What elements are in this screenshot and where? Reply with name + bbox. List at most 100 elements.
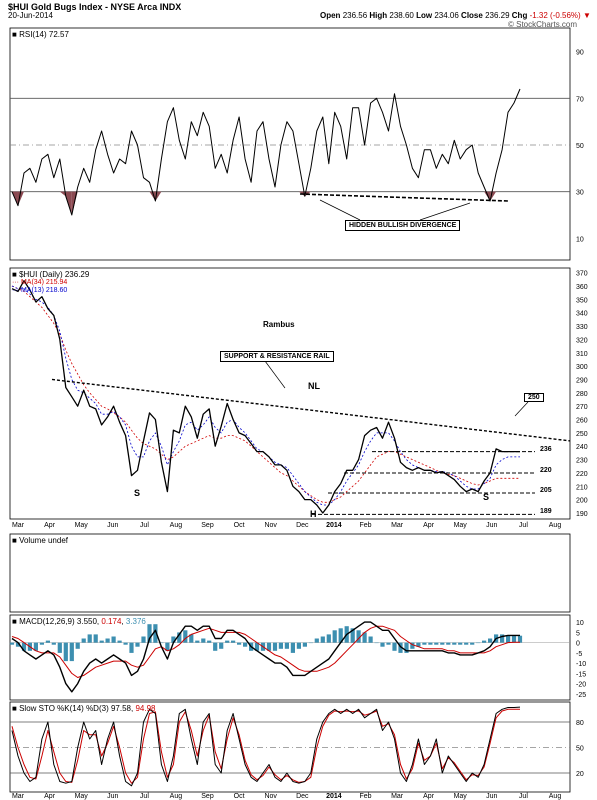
macd-histogram-bar bbox=[123, 642, 128, 645]
rsi-line bbox=[11, 88, 521, 216]
price-tick-label: 230 bbox=[576, 458, 588, 465]
chg-label: Chg bbox=[511, 11, 528, 20]
signal-label-value: 0.174 bbox=[101, 617, 122, 626]
macd-histogram-bar bbox=[446, 642, 451, 645]
volume-panel-frame bbox=[9, 533, 571, 613]
sto-d-line bbox=[11, 708, 520, 784]
macd-histogram-bar bbox=[422, 642, 427, 645]
month-label: Dec bbox=[296, 522, 309, 529]
divergence-label-box: HIDDEN BULLISH DIVERGENCE bbox=[345, 220, 461, 231]
price-tick-label: 190 bbox=[576, 511, 588, 518]
symbol-title: $HUI Gold Bugs Index - NYSE Arca INDX bbox=[8, 2, 182, 12]
low-value: 234.06 bbox=[434, 11, 459, 20]
ma34-line bbox=[11, 285, 520, 503]
macd-histogram-bar bbox=[135, 642, 140, 647]
ma13-label: ··· MA(13) 218.60 bbox=[12, 287, 67, 294]
bottom-month-label: Mar bbox=[12, 793, 25, 800]
macd-histogram-bar bbox=[266, 642, 272, 651]
bottom-month-label: Apr bbox=[44, 793, 56, 800]
month-label: Nov bbox=[264, 522, 277, 529]
macd-histogram-bar bbox=[416, 642, 421, 647]
macd-histogram-bar bbox=[39, 642, 44, 645]
macd-histogram-bar bbox=[320, 636, 325, 643]
macd-histogram-bar bbox=[129, 642, 134, 653]
level-label: 220 bbox=[540, 466, 552, 474]
callout-pointer bbox=[514, 401, 529, 417]
bottom-month-label: Aug bbox=[170, 793, 183, 800]
level-label: 189 bbox=[540, 508, 552, 516]
macd-histogram-bar bbox=[171, 636, 176, 643]
high-label: High bbox=[369, 11, 388, 20]
price-tick-label: 310 bbox=[576, 351, 588, 358]
close-label: Close bbox=[461, 11, 483, 20]
header-date: 20-Jun-2014 bbox=[8, 11, 53, 20]
month-label: May bbox=[454, 522, 468, 529]
macd-histogram-bar bbox=[511, 635, 517, 643]
macd-histogram-bar bbox=[105, 638, 110, 643]
bottom-month-label: Dec bbox=[296, 793, 309, 800]
rsi-tick-label: 70 bbox=[576, 96, 584, 103]
macd-histogram-bar bbox=[482, 640, 487, 643]
sto-tick-label: 20 bbox=[576, 771, 584, 778]
price-panel-frame bbox=[9, 267, 571, 520]
macd-histogram-bar bbox=[147, 624, 152, 643]
price-tick-label: 290 bbox=[576, 378, 588, 385]
macd-histogram-bar bbox=[207, 640, 212, 643]
price-tick-label: 360 bbox=[576, 284, 588, 291]
macd-histogram-bar bbox=[392, 642, 397, 651]
price-tick-label: 220 bbox=[576, 471, 588, 478]
price-label-icon: ■ bbox=[12, 270, 17, 279]
macd-histogram-bar bbox=[195, 640, 200, 643]
month-label: Aug bbox=[170, 522, 183, 529]
macd-histogram-bar bbox=[231, 640, 236, 643]
sto-tick-label: 80 bbox=[576, 720, 584, 727]
rsi-label-value: 72.57 bbox=[48, 30, 69, 39]
down-arrow-icon: ▼ bbox=[582, 11, 591, 20]
header-quote: Open 236.56 High 238.60 Low 234.06 Close… bbox=[320, 11, 591, 20]
macd-histogram-bar bbox=[57, 642, 62, 653]
divergence-pointer-right bbox=[419, 202, 471, 221]
rsi-tick-label: 90 bbox=[576, 50, 584, 57]
macd-histogram-bar bbox=[338, 628, 343, 643]
bottom-month-label: Jul bbox=[140, 793, 149, 800]
macd-histogram-bar bbox=[440, 642, 445, 645]
month-label: 2014 bbox=[326, 522, 342, 529]
macd-histogram-bar bbox=[362, 632, 367, 643]
left-shoulder-label: S bbox=[134, 488, 141, 498]
macd-histogram-bar bbox=[45, 640, 50, 643]
macd-histogram-bar bbox=[290, 642, 295, 653]
macd-label: ■ MACD(12,26,9) 3.550, 0.174, 3.376 bbox=[12, 617, 146, 626]
macd-tick-label: -20 bbox=[576, 682, 586, 689]
macd-histogram-bar bbox=[81, 638, 86, 643]
macd-tick-label: -5 bbox=[576, 651, 582, 658]
month-label: Aug bbox=[549, 522, 562, 529]
ma13-legend-icon: ··· bbox=[12, 287, 19, 294]
macd-histogram-bar bbox=[69, 642, 74, 662]
ma34-legend-text: MA(34) 215.94 bbox=[20, 279, 68, 286]
bottom-month-label: May bbox=[454, 793, 468, 800]
price-tick-label: 350 bbox=[576, 297, 588, 304]
resistance-rail-line bbox=[51, 378, 571, 442]
macd-histogram-bar bbox=[398, 642, 403, 653]
macd-histogram-bar bbox=[308, 642, 313, 644]
macd-histogram-bar bbox=[350, 628, 355, 643]
macd-histogram-bar bbox=[51, 642, 56, 645]
macd-histogram-bar bbox=[500, 634, 505, 643]
sto-d-value: 94.98 bbox=[135, 704, 156, 713]
open-value: 236.56 bbox=[342, 11, 368, 20]
right-shoulder-label: S bbox=[483, 492, 490, 502]
macd-histogram-bar bbox=[464, 642, 469, 645]
macd-label-prefix: MACD(12,26,9) bbox=[19, 617, 75, 626]
sto-tick-label: 50 bbox=[576, 746, 584, 753]
month-label: Oct bbox=[234, 522, 245, 529]
rsi-oversold-shade bbox=[155, 191, 162, 201]
macd-histogram-bar bbox=[380, 642, 385, 647]
macd-histogram-bar bbox=[75, 642, 80, 649]
macd-histogram-bar bbox=[153, 624, 158, 643]
ma34-legend-icon: ··· bbox=[12, 279, 19, 286]
macd-histogram-bar bbox=[284, 642, 289, 649]
high-value: 238.60 bbox=[389, 11, 414, 20]
price-tick-label: 260 bbox=[576, 418, 588, 425]
price-tick-label: 370 bbox=[576, 271, 588, 278]
